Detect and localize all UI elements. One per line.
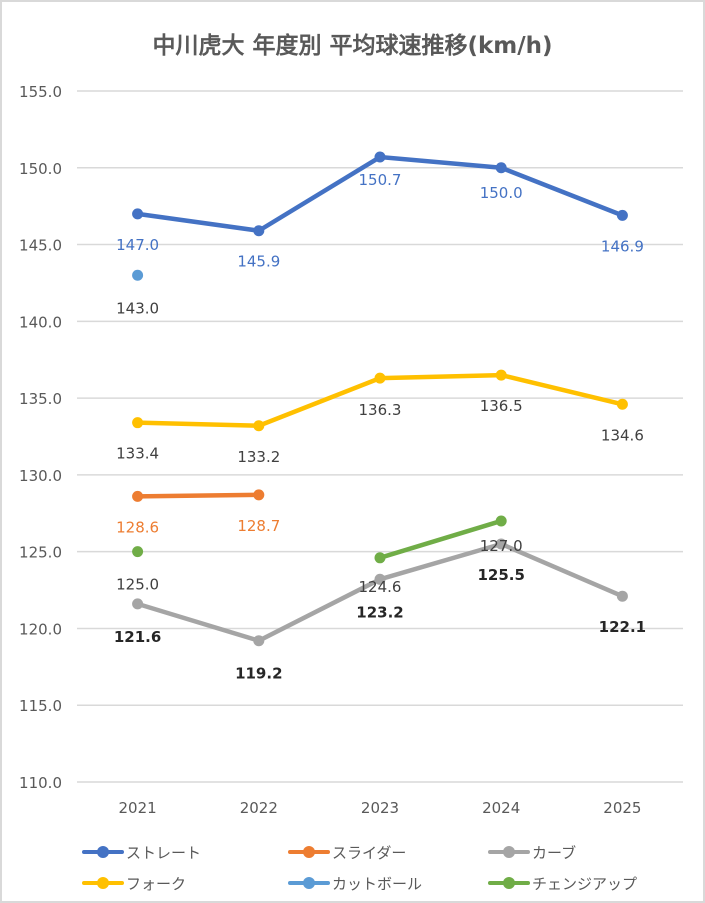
data-label: 145.9 (237, 253, 280, 271)
data-point[interactable] (496, 370, 507, 381)
y-tick-label: 120.0 (19, 620, 62, 638)
legend-item-curve[interactable]: カーブ (488, 840, 576, 864)
x-tick-label: 2022 (240, 799, 278, 817)
data-labels: 147.0 145.9 150.7 150.0 146.9 128.6 128.7 121.6… (114, 171, 646, 683)
y-tick-label: 145.0 (19, 237, 62, 255)
x-axis-ticks: 2021 2022 2023 2024 2025 (119, 799, 642, 817)
x-tick-label: 2025 (603, 799, 641, 817)
data-point[interactable] (496, 162, 507, 173)
data-point[interactable] (253, 635, 264, 646)
x-tick-label: 2024 (482, 799, 520, 817)
legend-item-cutball[interactable]: カットボール (288, 871, 422, 895)
series-lines (138, 157, 623, 641)
legend-item-straight[interactable]: ストレート (82, 840, 201, 864)
legend-label: スライダー (332, 842, 406, 863)
data-point[interactable] (132, 417, 143, 428)
data-label: 125.0 (116, 576, 159, 594)
data-label: 127.0 (480, 537, 523, 555)
y-tick-label: 110.0 (19, 774, 62, 792)
data-point[interactable] (617, 591, 628, 602)
data-label: 133.2 (237, 448, 280, 466)
y-axis-ticks: 110.0 115.0 120.0 125.0 130.0 135.0 140.0 145.0… (19, 83, 62, 792)
legend-label: チェンジアップ (532, 873, 637, 894)
data-label: 133.4 (116, 445, 159, 463)
legend-label: カーブ (532, 842, 576, 863)
x-tick-label: 2021 (119, 799, 157, 817)
data-point[interactable] (375, 373, 386, 384)
legend-swatch (488, 873, 530, 893)
data-label: 124.6 (359, 578, 402, 596)
data-point[interactable] (132, 598, 143, 609)
data-label: 136.3 (359, 401, 402, 419)
legend-label: フォーク (126, 873, 186, 894)
data-label: 122.1 (599, 618, 646, 636)
series-line (138, 495, 259, 497)
legend-item-slider[interactable]: スライダー (288, 840, 406, 864)
data-point[interactable] (617, 210, 628, 221)
legend-swatch (82, 842, 124, 862)
data-label: 128.7 (237, 517, 280, 535)
legend-item-changeup[interactable]: チェンジアップ (488, 871, 637, 895)
data-point[interactable] (617, 399, 628, 410)
series-points (132, 152, 628, 647)
data-label: 146.9 (601, 237, 644, 255)
y-tick-label: 150.0 (19, 160, 62, 178)
data-point[interactable] (253, 225, 264, 236)
data-point[interactable] (496, 515, 507, 526)
data-point[interactable] (132, 270, 143, 281)
y-tick-label: 155.0 (19, 83, 62, 101)
data-label: 136.5 (480, 397, 523, 415)
gridlines (77, 91, 683, 782)
legend-swatch (82, 873, 124, 893)
data-label: 119.2 (235, 665, 282, 683)
legend-swatch (288, 873, 330, 893)
y-tick-label: 115.0 (19, 697, 62, 715)
legend-swatch (488, 842, 530, 862)
data-point[interactable] (132, 546, 143, 557)
x-tick-label: 2023 (361, 799, 399, 817)
data-label: 121.6 (114, 628, 161, 646)
data-point[interactable] (253, 420, 264, 431)
legend: ストレート スライダー カーブ フォーク カットボール チェンジアップ (0, 838, 705, 898)
y-tick-label: 140.0 (19, 313, 62, 331)
data-point[interactable] (132, 491, 143, 502)
y-tick-label: 130.0 (19, 467, 62, 485)
legend-item-fork[interactable]: フォーク (82, 871, 186, 895)
y-tick-label: 125.0 (19, 544, 62, 562)
data-point[interactable] (375, 152, 386, 163)
legend-label: カットボール (332, 873, 422, 894)
data-label: 134.6 (601, 426, 644, 444)
data-point[interactable] (375, 552, 386, 563)
data-point[interactable] (132, 208, 143, 219)
data-label: 150.0 (480, 184, 523, 202)
legend-label: ストレート (126, 842, 201, 863)
data-point[interactable] (253, 489, 264, 500)
legend-swatch (288, 842, 330, 862)
data-label: 125.5 (477, 566, 524, 584)
data-label: 143.0 (116, 299, 159, 317)
data-label: 147.0 (116, 236, 159, 254)
data-label: 150.7 (359, 171, 402, 189)
data-label: 128.6 (116, 518, 159, 536)
data-label: 123.2 (356, 603, 403, 621)
y-tick-label: 135.0 (19, 390, 62, 408)
